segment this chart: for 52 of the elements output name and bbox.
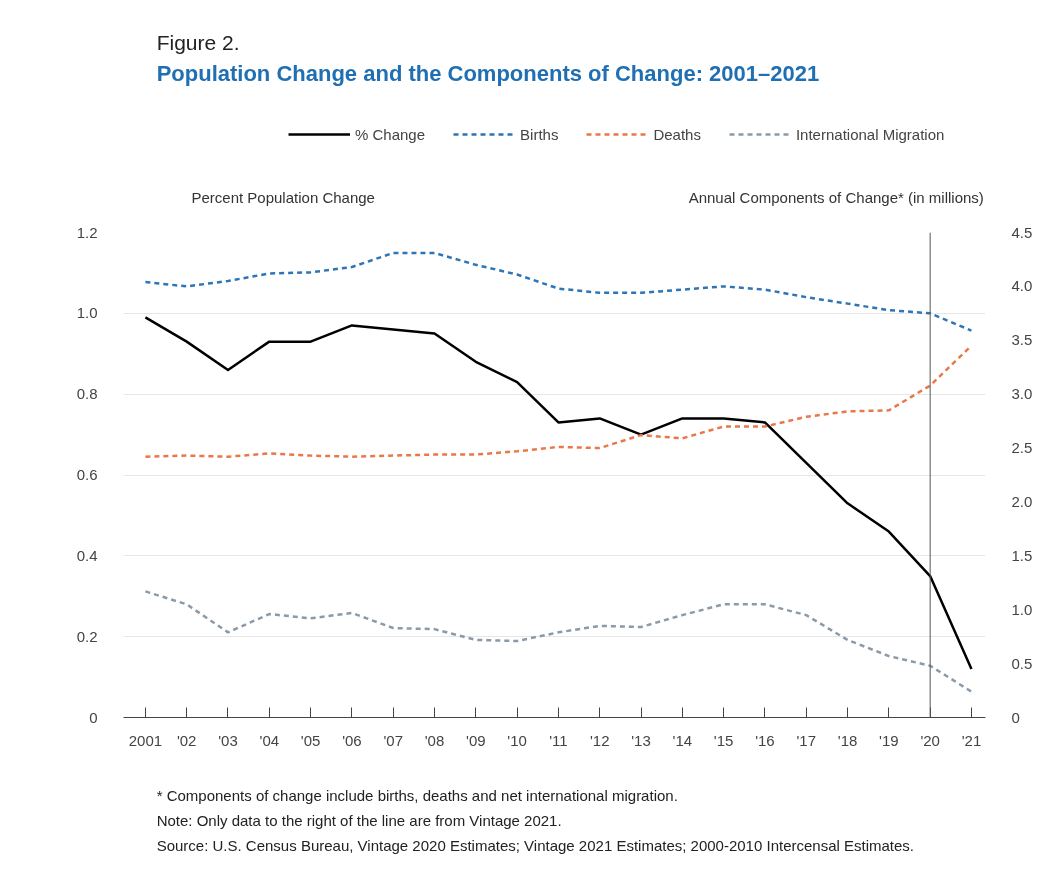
y-tick-label: 0 [89,708,98,726]
y2-axis-title: Annual Components of Change* (in millions) [688,189,984,206]
y-tick-label: 1.2 [76,223,98,241]
chart-subtitle: Population Change and the Components of Change: 2001–2021 [156,61,820,86]
x-tick-label: '20 [920,731,940,749]
y2-tick-label: 2.5 [1011,439,1033,457]
chart-title: Figure 2. [156,31,240,54]
y2-tick-label: 0.5 [1011,654,1033,672]
line-series [144,590,973,693]
x-tick-label: '21 [961,731,982,749]
y-tick-label: 0.2 [76,627,98,645]
x-tick-label: '02 [176,731,197,749]
y-tick-label: 1.0 [76,304,98,322]
x-tick-label: 2001 [128,731,163,749]
y-tick-label: 0.4 [76,546,98,564]
x-tick-label: '07 [383,731,403,749]
source-note: Source: U.S. Census Bureau, Vintage 2020 Estimates; Vintage 2021 Estimates; 2000-2010 Intercensal Estimates. [156,837,915,854]
x-tick-label: '13 [631,731,651,749]
text: Note: Only data to the right of the line are from Vintage 2021. [156,812,562,829]
line-series [144,251,973,332]
legend-label: % Change [355,125,426,143]
x-tick-label: '19 [879,731,899,749]
x-tick-label: '12 [589,731,610,749]
legend-label: Births [520,125,559,143]
x-tick-label: '16 [755,731,775,749]
x-tick-label: '18 [837,731,858,749]
y-tick-label: 0.8 [76,385,98,403]
x-tick-label: '11 [549,731,568,749]
y2-tick-label: 3.0 [1011,385,1033,403]
x-tick-label: '06 [342,731,362,749]
x-tick-label: '09 [466,731,486,749]
y2-tick-label: 1.5 [1011,546,1033,564]
y2-tick-label: 3.5 [1011,331,1033,349]
x-tick-label: '03 [218,731,238,749]
y-axis-title: Percent Population Change [191,189,375,206]
legend-label: International Migration [795,125,945,143]
legend-label: Deaths [653,125,701,143]
y2-tick-label: 1.0 [1011,600,1033,618]
line-series [144,316,973,671]
x-tick-label: '08 [424,731,445,749]
y2-tick-label: 2.0 [1011,492,1033,510]
y2-tick-label: 0 [1011,708,1020,726]
y2-tick-label: 4.5 [1011,223,1033,241]
x-tick-label: '04 [259,731,280,749]
x-tick-label: '17 [796,731,817,749]
y-tick-label: 0.6 [76,466,98,483]
x-tick-label: '10 [507,731,527,749]
y2-tick-label: 4.0 [1011,277,1033,295]
text: * Components of change include births, deaths and net international migration. [156,787,678,804]
x-tick-label: '05 [300,731,321,749]
x-tick-label: '14 [672,731,693,749]
x-tick-label: '15 [713,731,734,749]
